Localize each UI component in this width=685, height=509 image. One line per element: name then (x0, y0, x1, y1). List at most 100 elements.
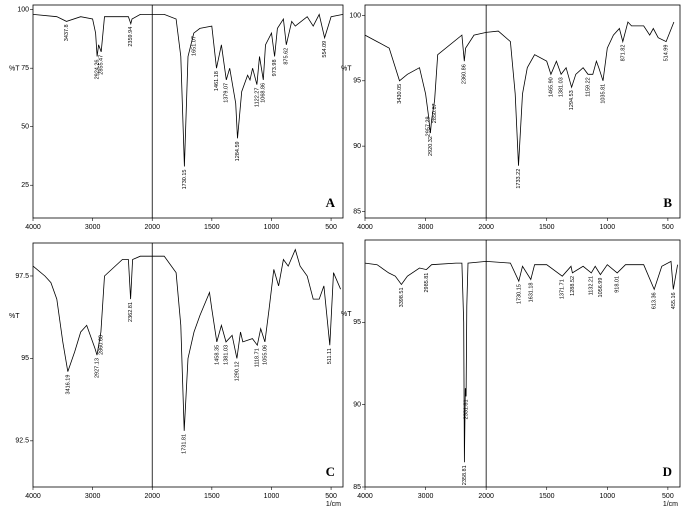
x-tick-label: 500 (325, 224, 337, 231)
x-tick-label: 1000 (600, 224, 616, 231)
peak-label: 2360.86 (462, 64, 468, 84)
x-tick-label: 3000 (85, 493, 101, 500)
peak-label: 2359.94 (128, 27, 134, 47)
y-tick-label: 100 (349, 12, 361, 19)
y-tick-label: 95 (353, 78, 361, 85)
x-tick-label: 500 (662, 224, 674, 231)
peak-label: 2850.87 (432, 103, 438, 123)
plot-frame (32, 4, 344, 219)
peak-label: 918.01 (615, 276, 621, 293)
peak-label: 1035.81 (600, 84, 606, 104)
x-axis-label: 1/cm (326, 501, 341, 508)
peak-label: 2860.68 (98, 335, 104, 355)
peak-label: 2957.29 (426, 116, 432, 136)
y-tick-label: 92.5 (15, 438, 29, 445)
peak-label: 1284.59 (235, 141, 241, 161)
peak-label: 1371.71 (560, 279, 566, 299)
peak-label: 613.36 (652, 292, 658, 309)
x-tick-label: 1500 (204, 493, 220, 500)
peak-label: 1290.12 (234, 361, 240, 381)
x-tick-label: 4000 (25, 224, 41, 231)
peak-label: 1631.18 (528, 283, 534, 303)
peak-label: 1465.90 (548, 77, 554, 97)
peak-label: 1068.86 (261, 83, 267, 103)
y-tick-label: 75 (21, 65, 29, 72)
peak-label: 3398.51 (399, 287, 405, 307)
y-tick-label: 95 (21, 355, 29, 362)
x-tick-label: 3000 (85, 224, 101, 231)
peak-label: 3437.8 (64, 24, 70, 41)
peak-label: 1651.07 (191, 36, 197, 56)
peak-label: 1159.22 (585, 77, 591, 96)
x-tick-label: 500 (662, 493, 674, 500)
peak-label: 2855.47 (99, 55, 105, 75)
peak-label: 875.62 (284, 48, 290, 65)
x-tick-label: 2000 (478, 224, 494, 231)
x-tick-label: 500 (325, 493, 337, 500)
peak-label: 3416.19 (65, 375, 71, 395)
peak-label: 511.11 (327, 348, 333, 364)
peak-label: 1056.99 (598, 278, 604, 298)
peak-label: 2331.81 (464, 399, 470, 419)
peak-label: 1122.27 (254, 88, 260, 107)
peak-label: 1458.35 (214, 345, 220, 365)
peak-label: 1288.52 (570, 276, 576, 296)
y-tick-label: 85 (353, 208, 361, 215)
x-tick-label: 1000 (264, 493, 280, 500)
y-tick-label: 97.5 (15, 273, 29, 280)
x-tick-label: 1000 (600, 493, 616, 500)
x-tick-label: 2000 (478, 493, 494, 500)
spectrum-line (32, 248, 341, 431)
peak-label: 455.16 (671, 292, 677, 309)
x-tick-label: 2000 (144, 224, 160, 231)
plot-frame (32, 242, 344, 488)
plot-frame (364, 239, 681, 488)
y-axis-label: %T (9, 66, 20, 73)
peak-label: 2362.81 (128, 302, 134, 322)
x-tick-label: 3000 (418, 224, 434, 231)
panel-label: A (326, 195, 336, 210)
y-axis-label: %T (9, 313, 20, 320)
peak-label: 554.09 (322, 41, 328, 58)
peak-label: 1118.71 (255, 348, 261, 367)
y-axis-label: %T (341, 66, 352, 73)
spectrum-panel: 4000 3000 2000 1500 1000 500 85 90 95%T 1/cm 3398.… (341, 239, 681, 508)
spectrum-line (364, 260, 678, 463)
spectrum-line (364, 21, 675, 166)
x-tick-label: 4000 (357, 493, 373, 500)
x-tick-label: 1500 (539, 493, 555, 500)
y-tick-label: 25 (21, 182, 29, 189)
spectrum-line (32, 13, 344, 167)
peak-label: 1381.03 (223, 345, 229, 365)
peak-label: 514.99 (664, 45, 670, 62)
plot-frame (364, 4, 681, 219)
x-tick-label: 4000 (357, 224, 373, 231)
x-axis-label: 1/cm (663, 501, 678, 508)
y-tick-label: 90 (353, 143, 361, 150)
y-axis-label: %T (341, 311, 352, 318)
spectrum-panel: 4000 3000 2000 1500 1000 500 92.5 95 97.5 %T 1/cm 3… (9, 242, 344, 508)
peak-label: 2927.13 (94, 358, 100, 378)
panel-label: B (663, 195, 672, 210)
y-tick-label: 85 (353, 484, 361, 491)
x-tick-label: 1500 (539, 224, 555, 231)
peak-label: 1733.22 (516, 169, 522, 189)
x-tick-label: 1000 (264, 224, 280, 231)
peak-label: 2920.32 (428, 136, 434, 156)
peak-label: 1379.07 (224, 83, 230, 103)
panel-label: D (663, 464, 672, 479)
spectrum-panel: 4000 3000 2000 1500 1000 500 25 50 75 100 %T 3437.8… (9, 4, 344, 231)
x-tick-label: 3000 (418, 493, 434, 500)
peak-label: 1730.15 (516, 284, 522, 304)
peak-label: 2358.81 (462, 465, 468, 485)
peak-label: 973.98 (272, 59, 278, 76)
y-tick-label: 50 (21, 124, 29, 131)
peak-label: 2924.26 (95, 59, 101, 79)
panel-label: C (326, 464, 335, 479)
x-tick-label: 4000 (25, 493, 41, 500)
peak-label: 1461.18 (214, 71, 220, 91)
x-tick-label: 1500 (204, 224, 220, 231)
peak-label: 1132.21 (589, 276, 595, 295)
y-tick-label: 100 (17, 7, 29, 14)
